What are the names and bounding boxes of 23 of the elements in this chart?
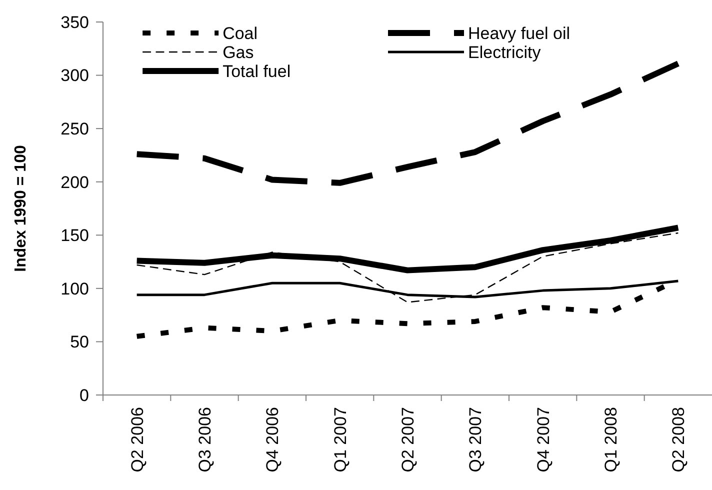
legend-label: Heavy fuel oil <box>468 24 570 43</box>
y-tick-label: 50 <box>70 332 89 352</box>
x-tick-label: Q1 2008 <box>601 407 620 472</box>
y-tick-label: 250 <box>60 120 89 139</box>
x-tick-label: Q2 2006 <box>128 407 147 472</box>
y-axis-title: Index 1990 = 100 <box>12 145 30 272</box>
x-tick-label: Q1 2007 <box>330 407 350 472</box>
legend-label: Coal <box>222 24 258 43</box>
x-tick-label: Q2 2007 <box>398 407 418 472</box>
x-tick-label: Q2 2008 <box>669 407 688 472</box>
x-tick-label: Q3 2006 <box>195 407 214 472</box>
y-tick-label: 0 <box>80 386 89 405</box>
y-tick-label: 150 <box>60 226 89 246</box>
y-tick-label: 300 <box>60 66 89 86</box>
legend-label: Electricity <box>468 42 542 62</box>
x-tick-label: Q4 2006 <box>263 407 282 472</box>
x-tick-label: Q4 2007 <box>534 407 553 472</box>
legend-label: Total fuel <box>222 62 291 81</box>
y-tick-label: 100 <box>60 279 89 298</box>
legend-label: Gas <box>222 42 254 62</box>
x-tick-label: Q3 2007 <box>466 407 486 472</box>
y-tick-label: 350 <box>60 12 89 32</box>
y-tick-label: 200 <box>60 172 89 192</box>
